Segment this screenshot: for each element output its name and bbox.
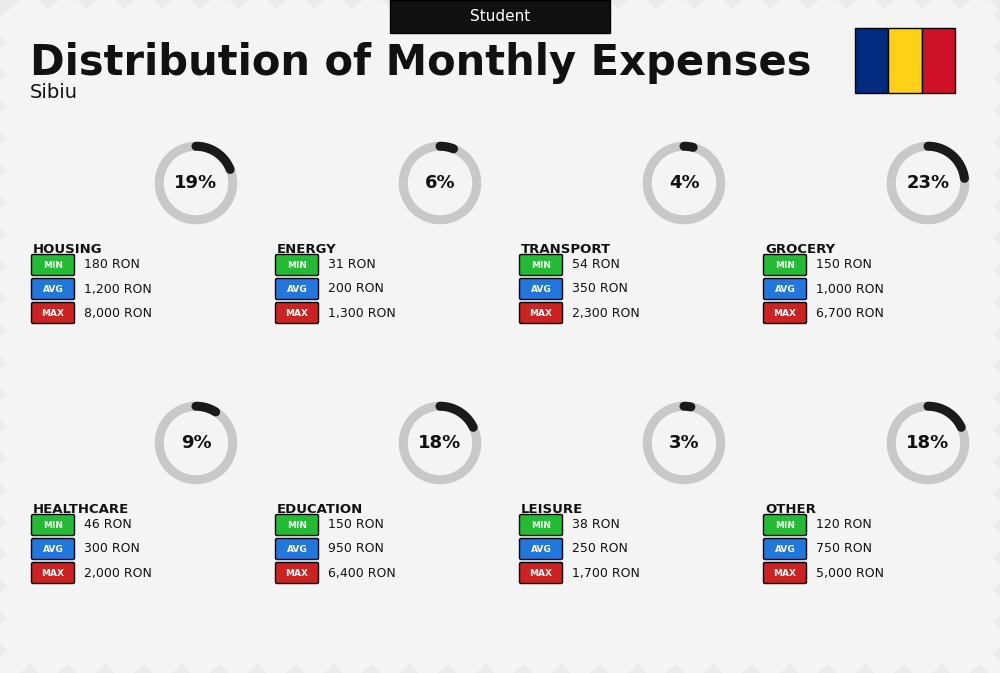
Text: Distribution of Monthly Expenses: Distribution of Monthly Expenses (30, 42, 812, 84)
Text: 300 RON: 300 RON (84, 542, 140, 555)
Text: 8,000 RON: 8,000 RON (84, 306, 152, 320)
Text: MAX: MAX (530, 308, 552, 318)
Text: AVG: AVG (287, 544, 307, 553)
FancyBboxPatch shape (855, 28, 888, 93)
Text: 54 RON: 54 RON (572, 258, 620, 271)
FancyBboxPatch shape (764, 514, 806, 536)
Text: 9%: 9% (181, 434, 211, 452)
Text: EDUCATION: EDUCATION (277, 503, 363, 516)
Text: 6,400 RON: 6,400 RON (328, 567, 396, 579)
Text: ENERGY: ENERGY (277, 243, 337, 256)
FancyBboxPatch shape (520, 514, 562, 536)
FancyBboxPatch shape (764, 254, 806, 275)
FancyBboxPatch shape (764, 302, 806, 324)
Text: 6%: 6% (425, 174, 455, 192)
Text: MAX: MAX (286, 308, 308, 318)
Text: AVG: AVG (531, 544, 551, 553)
FancyBboxPatch shape (764, 538, 806, 559)
FancyBboxPatch shape (276, 254, 318, 275)
FancyBboxPatch shape (276, 302, 318, 324)
Text: MIN: MIN (43, 520, 63, 530)
Text: 180 RON: 180 RON (84, 258, 140, 271)
Text: MIN: MIN (531, 260, 551, 269)
Text: MIN: MIN (287, 520, 307, 530)
FancyBboxPatch shape (32, 279, 74, 299)
FancyBboxPatch shape (32, 514, 74, 536)
FancyBboxPatch shape (520, 563, 562, 583)
Text: 250 RON: 250 RON (572, 542, 628, 555)
Text: 18%: 18% (906, 434, 950, 452)
Text: 38 RON: 38 RON (572, 518, 620, 532)
Text: 46 RON: 46 RON (84, 518, 132, 532)
Text: 3%: 3% (669, 434, 699, 452)
FancyBboxPatch shape (520, 254, 562, 275)
FancyBboxPatch shape (764, 563, 806, 583)
Text: 1,300 RON: 1,300 RON (328, 306, 396, 320)
Text: 750 RON: 750 RON (816, 542, 872, 555)
Text: 5,000 RON: 5,000 RON (816, 567, 884, 579)
Text: MIN: MIN (43, 260, 63, 269)
Text: MIN: MIN (531, 520, 551, 530)
Text: MAX: MAX (42, 308, 64, 318)
Text: MAX: MAX (286, 569, 308, 577)
Text: 150 RON: 150 RON (328, 518, 384, 532)
Text: AVG: AVG (531, 285, 551, 293)
FancyBboxPatch shape (520, 302, 562, 324)
FancyBboxPatch shape (32, 302, 74, 324)
Text: AVG: AVG (43, 285, 63, 293)
Text: 1,700 RON: 1,700 RON (572, 567, 640, 579)
Text: 1,000 RON: 1,000 RON (816, 283, 884, 295)
Text: MAX: MAX (42, 569, 64, 577)
Text: 31 RON: 31 RON (328, 258, 376, 271)
Text: 2,000 RON: 2,000 RON (84, 567, 152, 579)
Text: MIN: MIN (775, 260, 795, 269)
Text: 23%: 23% (906, 174, 950, 192)
Text: OTHER: OTHER (765, 503, 816, 516)
Text: MIN: MIN (775, 520, 795, 530)
FancyBboxPatch shape (520, 538, 562, 559)
FancyBboxPatch shape (276, 279, 318, 299)
Text: 120 RON: 120 RON (816, 518, 872, 532)
Text: 150 RON: 150 RON (816, 258, 872, 271)
Text: Student: Student (470, 9, 530, 24)
FancyBboxPatch shape (764, 279, 806, 299)
FancyBboxPatch shape (32, 538, 74, 559)
Text: 4%: 4% (669, 174, 699, 192)
FancyBboxPatch shape (520, 279, 562, 299)
Text: 350 RON: 350 RON (572, 283, 628, 295)
Text: 18%: 18% (418, 434, 462, 452)
Text: MAX: MAX (530, 569, 552, 577)
Text: GROCERY: GROCERY (765, 243, 835, 256)
Text: TRANSPORT: TRANSPORT (521, 243, 611, 256)
Text: HOUSING: HOUSING (33, 243, 103, 256)
Text: 6,700 RON: 6,700 RON (816, 306, 884, 320)
Text: AVG: AVG (43, 544, 63, 553)
FancyBboxPatch shape (922, 28, 955, 93)
FancyBboxPatch shape (888, 28, 922, 93)
FancyBboxPatch shape (32, 563, 74, 583)
Text: 200 RON: 200 RON (328, 283, 384, 295)
FancyBboxPatch shape (276, 514, 318, 536)
FancyBboxPatch shape (32, 254, 74, 275)
Text: AVG: AVG (287, 285, 307, 293)
Text: Sibiu: Sibiu (30, 83, 78, 102)
Text: AVG: AVG (775, 544, 795, 553)
Text: MAX: MAX (774, 308, 796, 318)
FancyBboxPatch shape (276, 538, 318, 559)
Text: 2,300 RON: 2,300 RON (572, 306, 640, 320)
Text: LEISURE: LEISURE (521, 503, 583, 516)
Text: HEALTHCARE: HEALTHCARE (33, 503, 129, 516)
Text: MIN: MIN (287, 260, 307, 269)
Text: MAX: MAX (774, 569, 796, 577)
Text: 1,200 RON: 1,200 RON (84, 283, 152, 295)
FancyBboxPatch shape (276, 563, 318, 583)
FancyBboxPatch shape (390, 0, 610, 33)
Text: 19%: 19% (174, 174, 218, 192)
Text: 950 RON: 950 RON (328, 542, 384, 555)
Text: AVG: AVG (775, 285, 795, 293)
